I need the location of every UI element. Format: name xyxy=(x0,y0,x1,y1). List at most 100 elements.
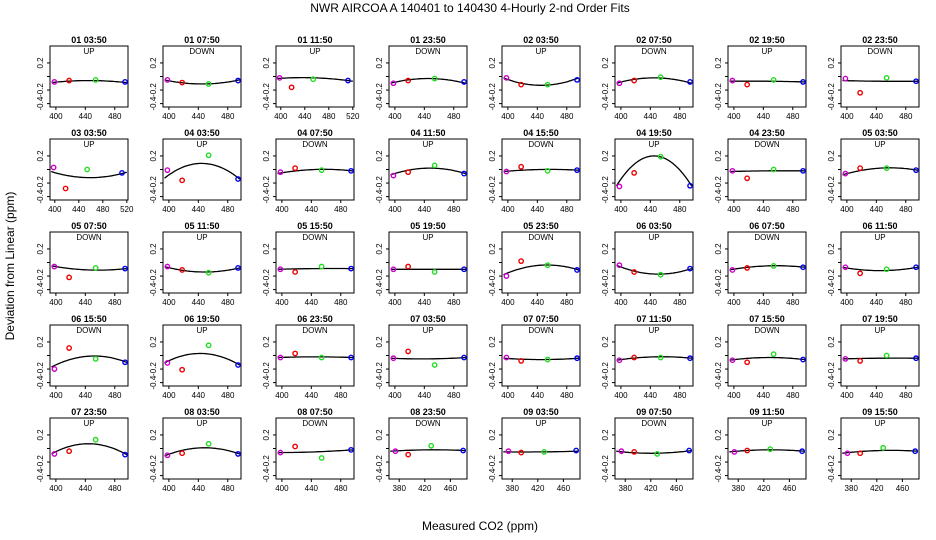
fit-curve xyxy=(51,79,127,84)
y-tick-label: -0.4 xyxy=(36,96,45,110)
x-tick-label: 400 xyxy=(49,484,63,493)
data-point xyxy=(729,267,736,273)
y-tick-label: 0.2 xyxy=(714,243,723,255)
data-point xyxy=(431,162,438,169)
x-tick-label: 480 xyxy=(899,205,913,214)
panel-title: 08 03:50 xyxy=(184,407,220,417)
panel: 09 03:50 UP -0.4-0.2 0.2 xyxy=(488,407,581,483)
x-tick-label: 480 xyxy=(673,298,687,307)
x-tick-label: 400 xyxy=(840,391,854,400)
data-point xyxy=(122,359,128,366)
x-tick-label: 380 xyxy=(506,484,520,493)
fit-curve xyxy=(51,355,127,368)
panel-direction: DOWN xyxy=(528,233,554,242)
x-tick-label: 480 xyxy=(322,112,336,121)
data-point xyxy=(744,359,751,366)
data-point xyxy=(744,265,751,271)
panel-direction: UP xyxy=(535,47,546,56)
x-tick-label: 480 xyxy=(447,298,461,307)
x-tick-label: 440 xyxy=(644,205,658,214)
x-tick-label: 480 xyxy=(560,205,574,214)
data-point xyxy=(390,355,397,362)
y-tick-label: -0.4 xyxy=(827,96,836,110)
x-tick-label: 480 xyxy=(447,205,461,214)
fit-curve xyxy=(51,170,127,179)
data-point xyxy=(883,352,890,359)
panel: 06 11:50 UP -0.4-0.2 0.2 xyxy=(827,221,920,297)
y-tick-label: -0.2 xyxy=(36,455,45,469)
x-tick-label: 420 xyxy=(531,484,545,493)
fit-curve xyxy=(842,266,918,272)
panel-title: 07 11:50 xyxy=(636,314,671,324)
fit-curve xyxy=(729,265,805,271)
x-tick-label: 400 xyxy=(162,112,176,121)
y-tick-label: 0.2 xyxy=(36,336,45,348)
data-point xyxy=(503,74,510,81)
y-tick-label: 0.2 xyxy=(262,429,271,441)
y-tick-label: -0.4 xyxy=(488,282,497,296)
panel: 07 11:50 UP -0.4-0.2 0.2 xyxy=(601,314,694,390)
y-tick-label: 0.2 xyxy=(36,243,45,255)
data-point xyxy=(205,440,212,447)
y-tick-label: 0.2 xyxy=(262,336,271,348)
data-point xyxy=(744,81,751,88)
data-point xyxy=(205,81,212,87)
panel-title: 01 11:50 xyxy=(297,35,332,45)
y-tick-label: -0.2 xyxy=(149,362,158,376)
x-tick-label: 400 xyxy=(49,298,63,307)
panel-direction: UP xyxy=(196,140,207,149)
x-tick-label: 480 xyxy=(221,112,235,121)
x-tick-label: 440 xyxy=(870,205,884,214)
fit-curve xyxy=(277,449,353,454)
panel-direction: DOWN xyxy=(867,47,893,56)
data-point xyxy=(842,355,849,362)
y-tick-label: -0.4 xyxy=(714,189,723,203)
x-tick-label: 480 xyxy=(786,391,800,400)
data-point xyxy=(544,81,551,88)
y-tick-label: -0.2 xyxy=(714,455,723,469)
panel-direction: DOWN xyxy=(76,233,102,242)
x-tick-label: 480 xyxy=(334,205,348,214)
data-point xyxy=(800,264,806,271)
x-tick-label: 480 xyxy=(560,112,574,121)
x-tick-label: 480 xyxy=(673,112,687,121)
data-point xyxy=(92,76,99,83)
data-point xyxy=(179,366,186,373)
y-tick-label: -0.2 xyxy=(827,455,836,469)
data-point xyxy=(119,169,125,176)
data-point xyxy=(318,263,325,270)
data-point xyxy=(844,450,851,457)
panel-title: 07 23:50 xyxy=(71,407,107,417)
data-point xyxy=(292,269,299,275)
fit-curve xyxy=(164,447,240,457)
data-point xyxy=(518,258,525,265)
data-point xyxy=(348,354,354,361)
y-tick-label: -0.4 xyxy=(262,189,271,203)
x-tick-label: 440 xyxy=(870,391,884,400)
data-point xyxy=(431,362,438,368)
panel-direction: UP xyxy=(83,47,94,56)
panel-title: 04 15:50 xyxy=(523,128,559,138)
panel-title: 05 03:50 xyxy=(862,128,898,138)
panel-direction: DOWN xyxy=(754,233,780,242)
x-tick-label: 480 xyxy=(786,205,800,214)
panel-title: 09 03:50 xyxy=(523,407,559,417)
data-point xyxy=(428,442,435,449)
data-point xyxy=(770,76,777,83)
panel: 08 07:50 DOWN -0.4-0.2 0.2 xyxy=(262,407,355,483)
x-tick-label: 380 xyxy=(732,484,746,493)
data-point xyxy=(883,74,890,81)
data-point xyxy=(686,447,693,454)
panel-direction: UP xyxy=(648,326,659,335)
panel: 06 19:50 UP -0.4-0.2 0.2 xyxy=(149,314,242,390)
panel-direction: DOWN xyxy=(302,140,328,149)
data-point xyxy=(729,167,736,174)
x-tick-label: 440 xyxy=(418,298,432,307)
panel-direction: UP xyxy=(874,233,885,242)
y-tick-label: -0.4 xyxy=(36,468,45,482)
data-point xyxy=(460,447,467,454)
y-tick-label: -0.2 xyxy=(375,269,384,283)
data-point xyxy=(66,77,73,84)
